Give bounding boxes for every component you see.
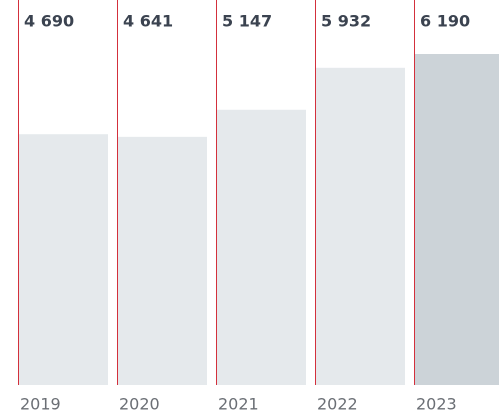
bar bbox=[118, 136, 207, 385]
value-label: 6 190 bbox=[420, 12, 470, 31]
value-label: 4 641 bbox=[123, 12, 173, 31]
value-label: 4 690 bbox=[24, 12, 74, 31]
value-label: 5 932 bbox=[321, 12, 371, 31]
x-tick-label: 2022 bbox=[317, 395, 358, 414]
x-tick-label: 2020 bbox=[119, 395, 160, 414]
x-tick-label: 2021 bbox=[218, 395, 259, 414]
bar bbox=[19, 134, 108, 385]
bar bbox=[316, 67, 405, 385]
bar bbox=[217, 109, 306, 385]
bar bbox=[415, 54, 499, 385]
x-tick-label: 2019 bbox=[20, 395, 61, 414]
x-tick-label: 2023 bbox=[416, 395, 457, 414]
value-label: 5 147 bbox=[222, 12, 272, 31]
